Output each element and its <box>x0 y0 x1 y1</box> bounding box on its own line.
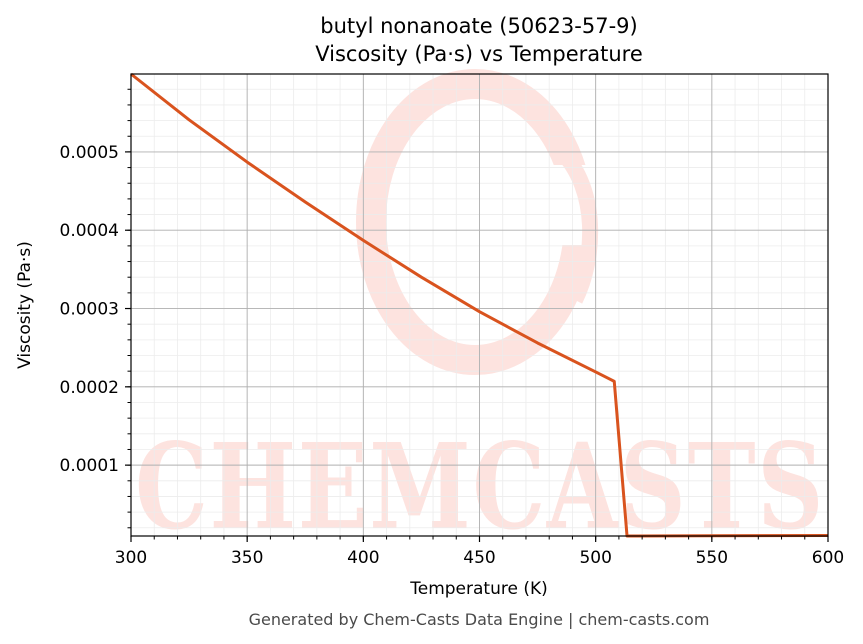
footer-credit: Generated by Chem-Casts Data Engine | ch… <box>249 610 710 629</box>
y-tick-labels: 0.0001 0.0002 0.0003 0.0004 0.0005 <box>60 143 119 476</box>
x-tick-labels: 300 350 400 450 500 550 600 <box>115 548 844 568</box>
y-axis-label: Viscosity (Pa·s) <box>15 241 35 369</box>
x-axis-label: Temperature (K) <box>409 579 548 599</box>
y-tick-label: 0.0004 <box>60 221 119 241</box>
watermark-logo-ring <box>356 69 615 375</box>
major-grid <box>130 74 829 536</box>
chemcasts-watermark: CHEMCASTS <box>135 69 825 556</box>
y-tick-label: 0.0002 <box>60 378 119 398</box>
x-tick-label: 500 <box>579 548 611 568</box>
x-tick-label: 400 <box>347 548 379 568</box>
x-tick-label: 550 <box>696 548 728 568</box>
x-tick-label: 300 <box>115 548 147 568</box>
y-tick-label: 0.0001 <box>60 456 119 476</box>
watermark-text: CHEMCASTS <box>135 417 825 556</box>
chart-subtitle: Viscosity (Pa·s) vs Temperature <box>315 42 643 66</box>
x-tick-label: 350 <box>231 548 263 568</box>
axis-ticks <box>125 88 829 542</box>
y-tick-label: 0.0003 <box>60 300 119 320</box>
y-tick-label: 0.0005 <box>60 143 119 163</box>
x-tick-label: 450 <box>463 548 495 568</box>
x-tick-label: 600 <box>812 548 844 568</box>
chart-title: butyl nonanoate (50623-57-9) <box>320 14 637 38</box>
